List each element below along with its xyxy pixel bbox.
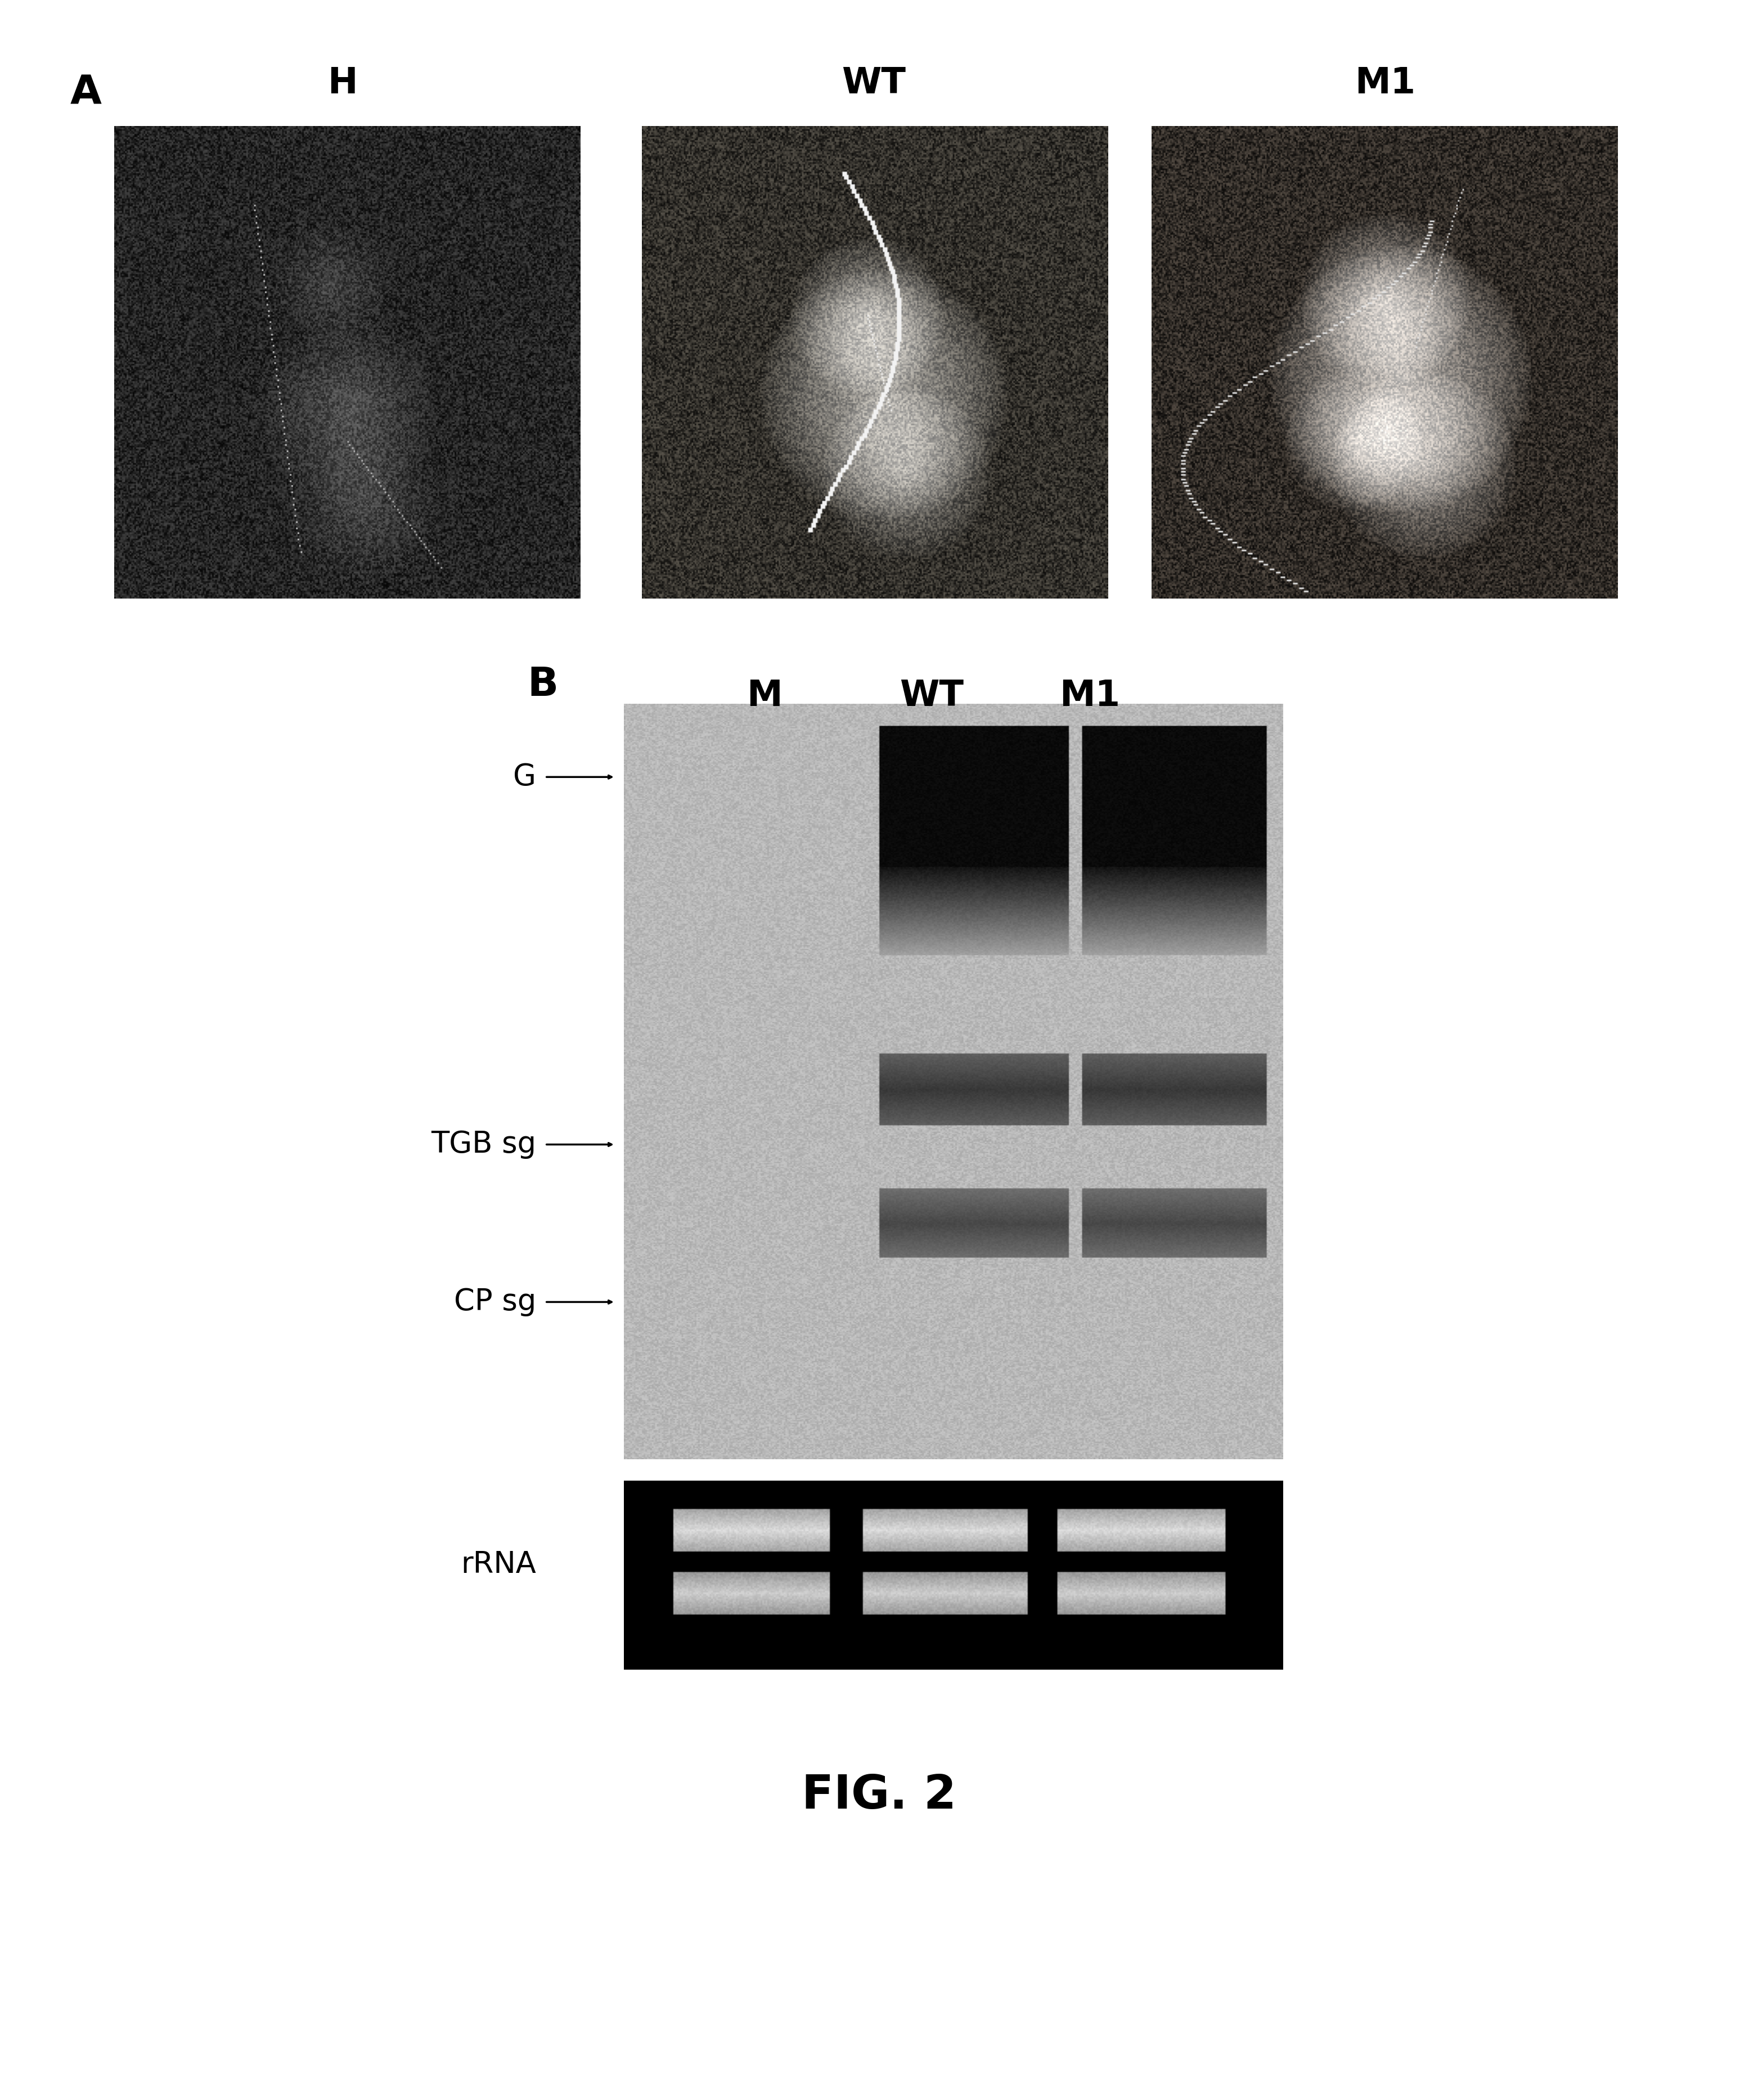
Text: G: G xyxy=(513,762,536,792)
Text: H: H xyxy=(327,65,359,101)
Text: M1: M1 xyxy=(1355,65,1415,101)
Text: A: A xyxy=(70,74,102,111)
Text: M: M xyxy=(747,678,782,714)
Text: TGB sg: TGB sg xyxy=(431,1130,536,1159)
Text: WT: WT xyxy=(842,65,905,101)
Text: B: B xyxy=(527,666,559,704)
Text: CP sg: CP sg xyxy=(454,1287,536,1317)
Text: FIG. 2: FIG. 2 xyxy=(802,1772,956,1819)
Text: rRNA: rRNA xyxy=(461,1550,536,1579)
Text: M1: M1 xyxy=(1060,678,1120,714)
Text: WT: WT xyxy=(900,678,963,714)
